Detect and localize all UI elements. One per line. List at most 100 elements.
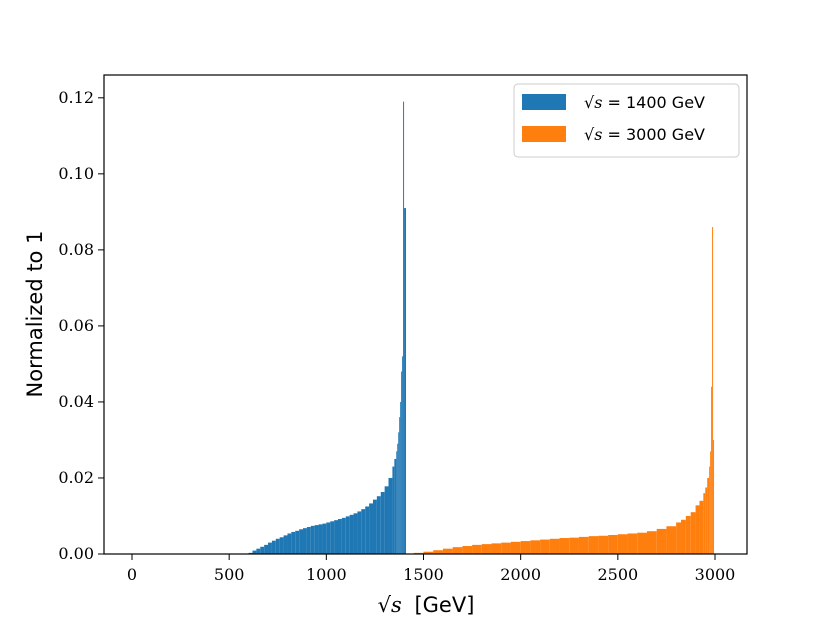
histogram-bar (256, 548, 261, 554)
x-tick-label: 1000 (306, 565, 347, 584)
histogram-bar (462, 546, 473, 554)
histogram-bar (275, 538, 280, 554)
histogram-bar (396, 451, 398, 554)
legend-entry-3000: √s = 3000 GeV (584, 125, 705, 144)
histogram-bar (287, 533, 292, 554)
histogram-bar (394, 458, 397, 554)
histogram-bar (392, 466, 395, 554)
histogram-bar (705, 487, 708, 554)
histogram-bar (380, 492, 385, 554)
legend-entry-1400: √s = 1400 GeV (584, 93, 705, 112)
histogram-bar (710, 451, 712, 554)
histogram-bar (384, 486, 389, 554)
histogram-bar (337, 519, 342, 554)
histogram-bar (433, 550, 443, 554)
x-tick-label: 3000 (695, 565, 736, 584)
histogram-bar (680, 519, 686, 554)
histogram-bar (578, 536, 589, 554)
histogram-bar (481, 544, 492, 554)
legend-box (513, 83, 740, 158)
histogram-bar (372, 499, 377, 554)
histogram-bar (442, 548, 453, 554)
histogram-bar (397, 443, 399, 554)
x-axis-label: √s [GeV] (378, 593, 475, 617)
histogram-bar (314, 525, 319, 554)
x-axis-label-math: √s (378, 593, 402, 617)
x-tick-label: 500 (214, 565, 245, 584)
histogram-bar (608, 534, 618, 554)
histogram-bar (713, 439, 715, 554)
histogram-bar (501, 542, 511, 554)
histogram-bar (264, 544, 269, 554)
ticks-group: 0 500 1000 1500 2000 2500 3000 0.00 0.02 0.04 0.06… (58, 88, 735, 584)
histogram-bar (711, 386, 713, 554)
histogram-bar (398, 432, 400, 554)
histogram-bar (491, 543, 502, 554)
histogram-bar (279, 537, 284, 554)
histogram-bar (403, 101, 405, 555)
histogram-bar (400, 401, 402, 554)
histogram-bar (365, 506, 370, 554)
histogram-bar (361, 509, 366, 554)
histogram-bar (617, 534, 628, 554)
histogram-bar (656, 528, 667, 554)
x-tick-label: 1500 (403, 565, 444, 584)
x-tick-label: 2000 (500, 565, 541, 584)
histogram-bar (303, 528, 307, 554)
plot-frame (103, 74, 748, 555)
legend-swatch-1400 (522, 94, 566, 110)
histogram-bar (472, 544, 482, 554)
histogram-bar (404, 208, 407, 554)
histogram-bar (330, 521, 335, 554)
histogram-bar (569, 537, 579, 554)
histogram-bar (268, 542, 272, 554)
histogram-bar (707, 477, 710, 554)
histogram-bar (510, 541, 521, 554)
histogram-bar (399, 417, 401, 554)
histogram-bar (598, 535, 609, 554)
histogram-bar (685, 515, 691, 554)
histogram-bar (306, 527, 311, 554)
x-tick-label: 0 (127, 565, 137, 584)
histogram-bar (452, 547, 463, 554)
y-tick-label: 0.04 (58, 392, 94, 411)
histogram-bar (699, 500, 704, 554)
histogram-bar (588, 536, 599, 554)
histogram-bar (318, 524, 323, 554)
histogram-bar (322, 523, 327, 554)
legend: √s = 1400 GeV √s = 3000 GeV (513, 83, 740, 158)
histogram-bar (712, 227, 714, 554)
histogram-bar (530, 540, 541, 554)
histogram-bar (357, 511, 362, 554)
histogram-bar (709, 466, 711, 554)
histogram-bar (291, 531, 296, 554)
y-tick-label: 0.12 (58, 88, 94, 107)
histogram-bar (540, 539, 550, 554)
histogram-bar (646, 531, 657, 554)
histogram-bar (695, 505, 700, 554)
histogram-bar (388, 477, 393, 554)
y-tick-label: 0.06 (58, 316, 94, 335)
histogram-bar (334, 520, 338, 554)
x-tick-label: 2500 (597, 565, 638, 584)
histogram-bar (703, 493, 706, 554)
histogram-bar (271, 540, 276, 554)
histogram-bar (345, 516, 350, 554)
histogram-bar (349, 514, 354, 554)
histogram-bar (676, 522, 681, 554)
histogram-bar (310, 525, 315, 554)
y-tick-label: 0.10 (58, 164, 94, 183)
histogram-bar (341, 517, 346, 554)
bars-group (248, 101, 715, 555)
histogram-bar (299, 529, 304, 554)
histogram-bar (666, 526, 677, 554)
y-tick-label: 0.08 (58, 240, 94, 259)
histogram-bar (402, 356, 404, 554)
histogram-bar (353, 513, 358, 554)
histogram-bar (690, 512, 696, 554)
histogram-bar (252, 550, 257, 554)
y-tick-label: 0.02 (58, 468, 94, 487)
histogram-bar (520, 541, 531, 554)
histogram-bar (549, 538, 560, 554)
